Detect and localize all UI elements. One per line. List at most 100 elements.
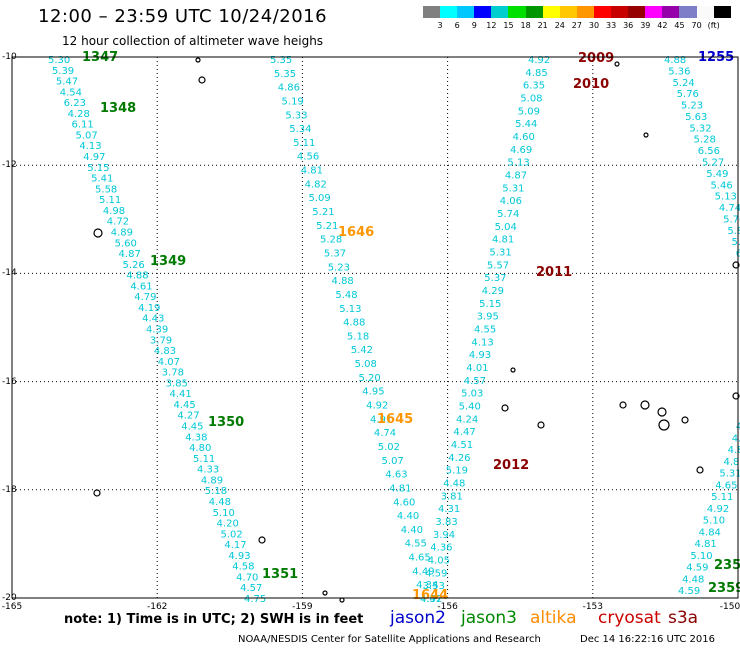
longitude-label: -153 bbox=[582, 602, 604, 612]
island-outlines bbox=[93, 57, 740, 603]
island-outline bbox=[732, 392, 740, 400]
swh-value: 4.65 bbox=[715, 480, 737, 491]
color-swatch bbox=[457, 6, 475, 18]
color-swatch bbox=[611, 6, 629, 18]
swh-value: 3.85 bbox=[166, 378, 188, 389]
swh-value: 4.92 bbox=[366, 401, 388, 412]
color-scale-label: 36 bbox=[623, 21, 634, 30]
swh-value: 5.28 bbox=[320, 235, 342, 246]
footer-timestamp: Dec 14 16:22:16 UTC 2016 bbox=[580, 634, 715, 645]
swh-value: 4.87 bbox=[119, 249, 141, 260]
swh-value: 4.59 bbox=[686, 563, 708, 574]
pass-label: 1646 bbox=[338, 225, 374, 240]
swh-value: 5.31 bbox=[502, 183, 524, 194]
swh-value: 4.93 bbox=[469, 350, 491, 361]
swh-value: 4.48 bbox=[443, 479, 465, 490]
swh-value: 5.10 bbox=[703, 516, 725, 527]
swh-value: 5.09 bbox=[518, 106, 540, 117]
color-swatch bbox=[645, 6, 663, 18]
island-outline bbox=[732, 261, 740, 269]
island-outline bbox=[501, 404, 509, 412]
pass-label: 1644 bbox=[412, 588, 448, 603]
swh-value: 4.89 bbox=[111, 227, 133, 238]
color-swatch bbox=[542, 6, 560, 18]
swh-value: 4.01 bbox=[466, 363, 488, 374]
swh-value: 4.88 bbox=[332, 276, 354, 287]
swh-value: 4.43 bbox=[142, 314, 164, 325]
swh-value: 4.97 bbox=[83, 152, 105, 163]
swh-value: 5.09 bbox=[308, 193, 330, 204]
swh-value: 4.86 bbox=[278, 83, 300, 94]
swh-value: 4.48 bbox=[209, 497, 231, 508]
swh-value: 5.57 bbox=[487, 260, 509, 271]
swh-value: 4.55 bbox=[474, 325, 496, 336]
swh-value: 5.08 bbox=[520, 94, 542, 105]
swh-value: 6.35 bbox=[523, 81, 545, 92]
swh-value: 4.80 bbox=[189, 443, 211, 454]
swh-value: 4.47 bbox=[420, 594, 442, 605]
latitude-label: -16 bbox=[2, 376, 17, 387]
swh-value: 5.07 bbox=[75, 130, 97, 141]
pass-label: 1351 bbox=[262, 567, 298, 582]
swh-value: 4.34 bbox=[416, 580, 438, 591]
swh-value: 4.52 bbox=[420, 594, 442, 605]
swh-value: 4.89 bbox=[201, 475, 223, 486]
footer-credit: NOAA/NESDIS Center for Satellite Applica… bbox=[238, 634, 541, 645]
color-scale-label: 24 bbox=[554, 21, 565, 30]
swh-value: 5.08 bbox=[355, 359, 377, 370]
color-swatch bbox=[525, 6, 543, 18]
swh-value: 4.69 bbox=[510, 145, 532, 156]
swh-value: 4.55 bbox=[405, 539, 427, 550]
island-outline bbox=[510, 367, 516, 373]
swh-value: 4.45 bbox=[173, 400, 195, 411]
swh-value: 5.26 bbox=[122, 260, 144, 271]
color-swatch bbox=[474, 6, 492, 18]
color-swatch bbox=[440, 6, 458, 18]
latitude-label: -14 bbox=[2, 268, 17, 279]
island-outline bbox=[537, 421, 545, 429]
swh-value: 5.46 bbox=[710, 180, 732, 191]
swh-value: 5.13 bbox=[507, 158, 529, 169]
swh-value: 5.30 bbox=[48, 55, 70, 66]
swh-value: 4.13 bbox=[79, 141, 101, 152]
color-swatch bbox=[593, 6, 612, 18]
swh-value: 4.81 bbox=[695, 539, 717, 550]
swh-value: 5.36 bbox=[668, 66, 690, 77]
island-outline bbox=[322, 590, 328, 596]
swh-value: 4.38 bbox=[185, 432, 207, 443]
swh-value: 5.31 bbox=[489, 248, 511, 259]
island-outline bbox=[658, 419, 670, 431]
swh-value: 4.74 bbox=[719, 203, 740, 214]
swh-value: 4.33 bbox=[197, 465, 219, 476]
color-scale-label: 30 bbox=[588, 21, 600, 30]
swh-value: 5.11 bbox=[711, 492, 733, 503]
color-scale-label: (ft) bbox=[707, 21, 720, 30]
swh-value: 5.04 bbox=[495, 222, 517, 233]
swh-value: 5.60 bbox=[115, 238, 137, 249]
swh-value: 4.82 bbox=[305, 179, 327, 190]
legend-cryosat: cryosat bbox=[598, 608, 661, 628]
swh-value: 5.02 bbox=[220, 529, 242, 540]
legend-jason2: jason2 bbox=[390, 608, 446, 628]
swh-value: 5.24 bbox=[672, 78, 694, 89]
swh-value: 4.87 bbox=[505, 171, 527, 182]
latitude-label: -20 bbox=[2, 593, 17, 603]
swh-value: 4.72 bbox=[107, 217, 129, 228]
color-scale-label: 27 bbox=[571, 21, 582, 30]
swh-value: 4.27 bbox=[177, 411, 199, 422]
swh-value: 5.33 bbox=[285, 110, 307, 121]
pass-label: 235 bbox=[714, 558, 740, 573]
swh-value: 5.18 bbox=[347, 331, 369, 342]
swh-value: 5.15 bbox=[87, 163, 109, 174]
swh-value: 4.54 bbox=[732, 433, 740, 444]
island-outline bbox=[657, 407, 667, 417]
swh-value: 4.95 bbox=[362, 387, 384, 398]
island-outline bbox=[198, 76, 206, 84]
island-outline bbox=[619, 401, 627, 409]
pass-label: 2009 bbox=[578, 51, 614, 66]
swh-value: 4.06 bbox=[500, 196, 522, 207]
swh-value: 4.86 bbox=[723, 457, 740, 468]
swh-value: 5.39 bbox=[52, 66, 74, 77]
island-outline bbox=[339, 597, 345, 603]
island-outline bbox=[93, 489, 101, 497]
